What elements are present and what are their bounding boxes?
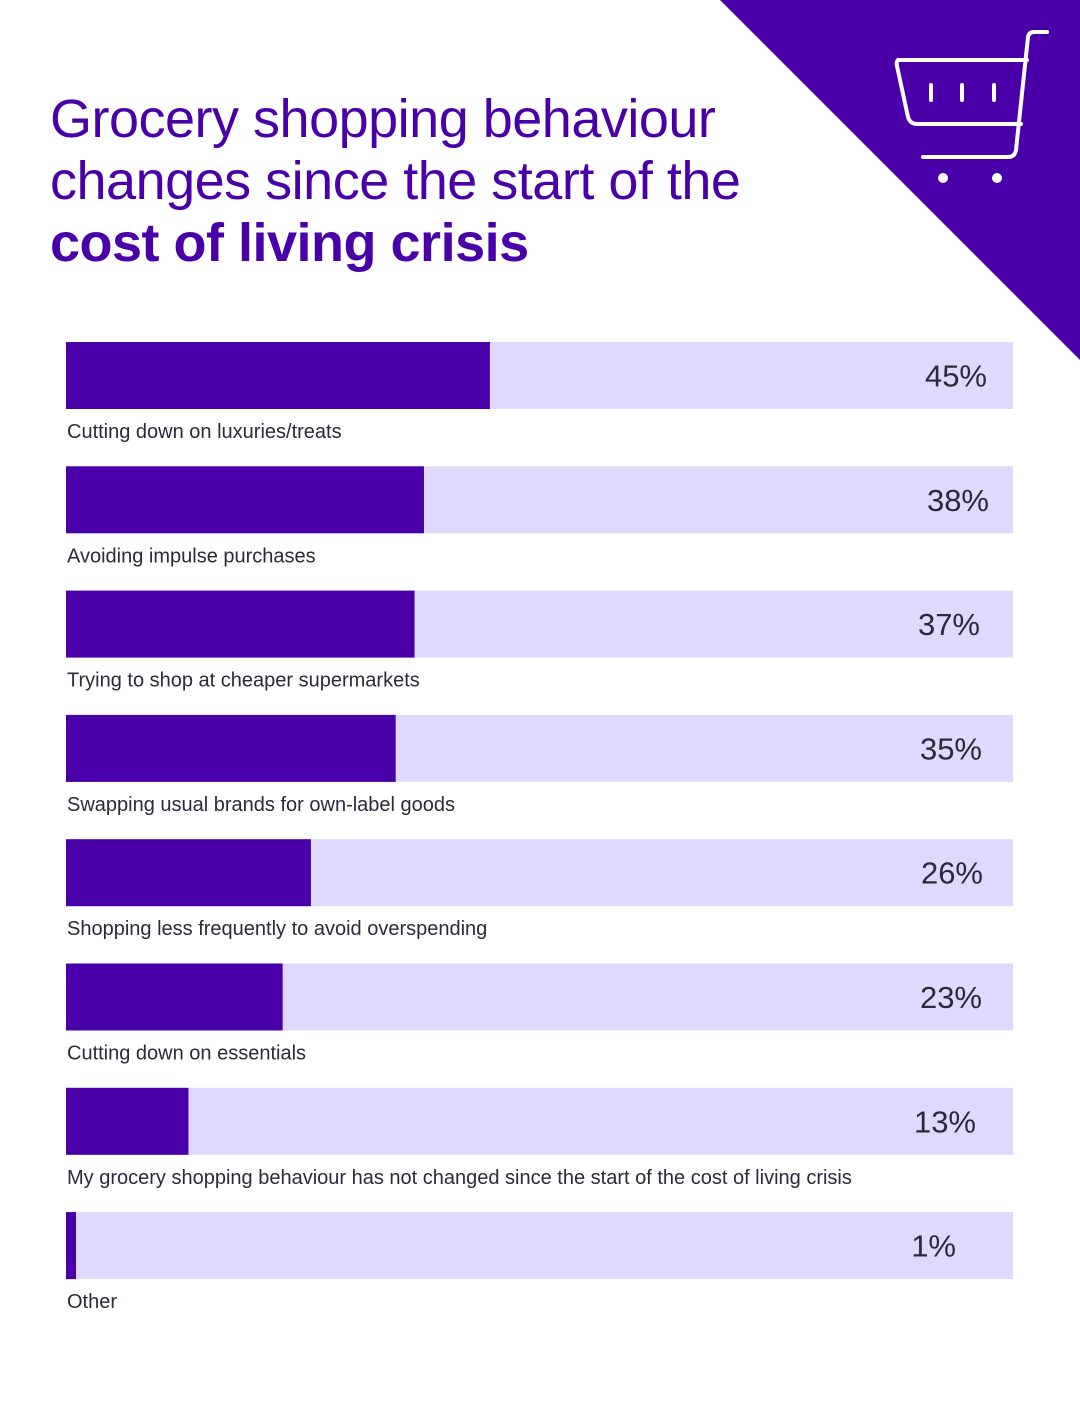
data-label: 26% xyxy=(921,856,983,891)
category-label: My grocery shopping behaviour has not ch… xyxy=(67,1167,852,1189)
bar xyxy=(66,963,283,1031)
bar xyxy=(66,590,415,658)
data-label: 38% xyxy=(927,483,989,518)
category-label: Shopping less frequently to avoid oversp… xyxy=(67,918,487,940)
shopping-cart-icon xyxy=(894,30,1049,159)
title-line-2: changes since the start of the xyxy=(50,151,741,211)
category-label: Avoiding impulse purchases xyxy=(67,545,316,567)
data-label: 13% xyxy=(914,1104,976,1139)
bar xyxy=(66,714,396,782)
data-label: 45% xyxy=(925,359,987,394)
bar-track xyxy=(66,1087,1013,1155)
bar xyxy=(66,342,490,409)
bar xyxy=(66,839,311,907)
bar xyxy=(66,1087,189,1155)
category-label: Swapping usual brands for own-label good… xyxy=(67,794,455,816)
data-label: 35% xyxy=(920,731,982,766)
bar xyxy=(66,1212,76,1280)
page-title: Grocery shopping behaviour changes since… xyxy=(50,88,850,274)
cart-wheel-right xyxy=(992,173,1002,183)
category-label: Other xyxy=(67,1291,117,1313)
category-label: Cutting down on essentials xyxy=(67,1043,306,1065)
bar xyxy=(66,466,424,534)
category-label: Trying to shop at cheaper supermarkets xyxy=(67,670,420,692)
title-line-1: Grocery shopping behaviour xyxy=(50,89,716,149)
bar-track xyxy=(66,1212,1013,1280)
title-line-3: cost of living crisis xyxy=(50,213,529,273)
data-label: 23% xyxy=(920,980,982,1015)
cart-wheel-left xyxy=(938,173,948,183)
data-label: 1% xyxy=(911,1229,956,1264)
data-label: 37% xyxy=(918,607,980,642)
corner-decoration xyxy=(720,0,1080,360)
category-label: Cutting down on luxuries/treats xyxy=(67,421,342,443)
corner-triangle xyxy=(720,0,1080,360)
